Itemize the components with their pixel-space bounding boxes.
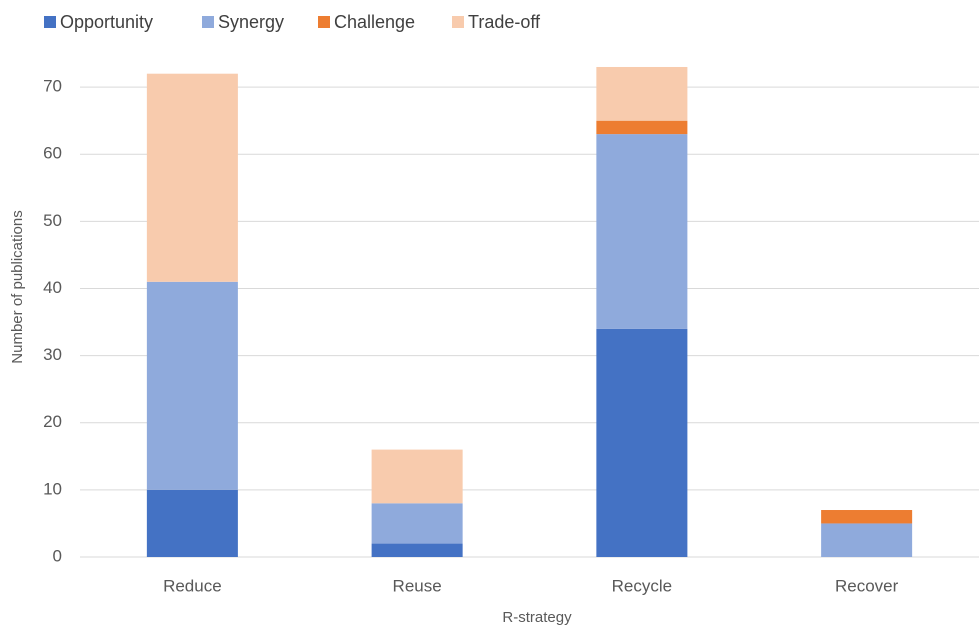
y-tick-label: 10 xyxy=(43,479,62,498)
legend-label: Trade-off xyxy=(468,12,541,32)
y-tick-label: 40 xyxy=(43,278,62,297)
legend-label: Synergy xyxy=(218,12,284,32)
bar-segment xyxy=(146,489,238,557)
bar-segment xyxy=(371,449,463,504)
bar-segment xyxy=(146,73,238,282)
x-tick-label: Reduce xyxy=(163,576,222,595)
legend-swatch xyxy=(318,16,330,28)
bar-segment xyxy=(371,503,463,544)
legend-label: Opportunity xyxy=(60,12,153,32)
legend-swatch xyxy=(202,16,214,28)
bar-segment xyxy=(596,66,688,121)
y-tick-label: 20 xyxy=(43,412,62,431)
bar-segment xyxy=(146,281,238,490)
legend-swatch xyxy=(44,16,56,28)
y-tick-label: 60 xyxy=(43,144,62,163)
bar-segment xyxy=(596,328,688,557)
y-tick-label: 30 xyxy=(43,345,62,364)
bar-segment xyxy=(596,120,688,135)
x-tick-label: Reuse xyxy=(393,576,442,595)
y-axis-title: Number of publications xyxy=(9,210,26,363)
legend-label: Challenge xyxy=(334,12,415,32)
x-axis-title: R-strategy xyxy=(502,609,572,626)
bar-segment xyxy=(821,510,913,524)
legend-swatch xyxy=(452,16,464,28)
bar-segment xyxy=(821,523,913,557)
y-tick-label: 70 xyxy=(43,77,62,96)
y-tick-label: 0 xyxy=(53,546,62,565)
bar-segment xyxy=(371,543,463,557)
bar-segment xyxy=(596,134,688,329)
x-tick-label: Recycle xyxy=(612,576,672,595)
y-tick-label: 50 xyxy=(43,211,62,230)
x-tick-label: Recover xyxy=(835,576,899,595)
